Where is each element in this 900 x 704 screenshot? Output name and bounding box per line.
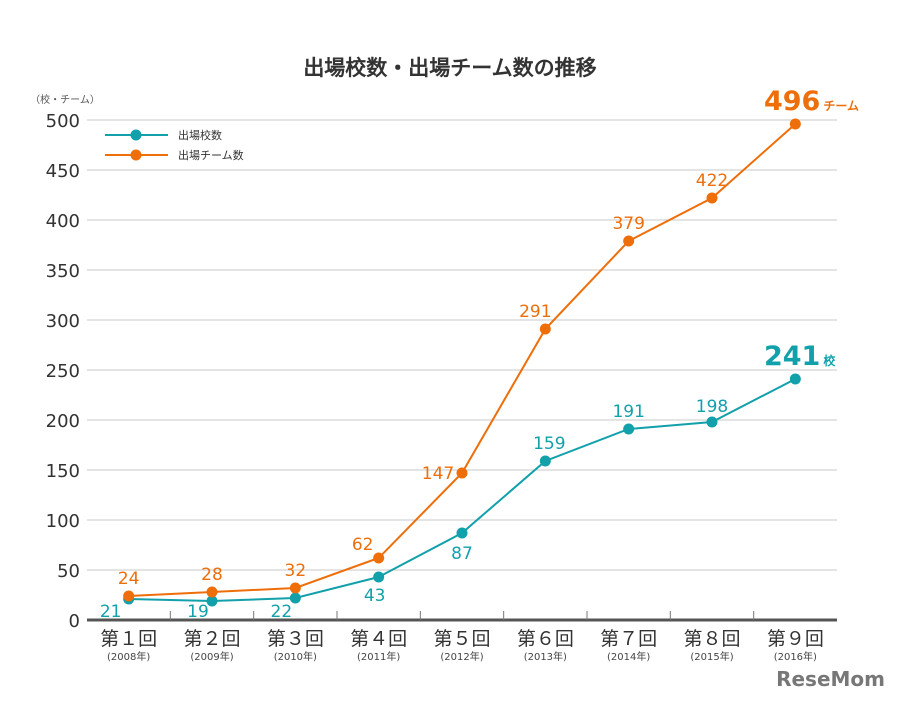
data-label: 147 <box>422 464 454 484</box>
series-line <box>128 123 796 597</box>
y-tick-label: 450 <box>46 161 80 182</box>
y-tick-label: 350 <box>46 261 80 282</box>
data-point <box>456 467 468 479</box>
x-tick-sublabel: (2012年) <box>440 650 483 663</box>
data-label: 191 <box>612 402 644 422</box>
data-label: 21 <box>100 602 122 622</box>
y-tick-label: 100 <box>46 511 80 532</box>
x-tick-label: 第３回 <box>267 628 324 650</box>
data-label: 43 <box>364 586 386 606</box>
x-tick-label: 第４回 <box>350 628 407 650</box>
data-label-final: 496 <box>764 86 820 117</box>
data-point <box>539 323 551 335</box>
data-label-final: 241 <box>764 341 820 372</box>
data-label: 62 <box>352 535 374 555</box>
x-tick-label: 第５回 <box>433 628 490 650</box>
data-point <box>123 590 135 602</box>
data-label-unit: 校 <box>823 353 836 368</box>
y-axis-label: （校・チーム） <box>30 93 100 106</box>
x-tick-label: 第６回 <box>517 628 574 650</box>
x-tick-label: 第１回 <box>100 628 157 650</box>
x-tick-label: 第２回 <box>183 628 240 650</box>
x-tick-sublabel: (2009年) <box>190 650 233 663</box>
data-point <box>373 571 385 583</box>
x-tick-label: 第７回 <box>600 628 657 650</box>
data-point <box>289 592 301 604</box>
data-label: 379 <box>612 214 644 234</box>
y-tick-label: 0 <box>69 611 80 632</box>
data-point <box>706 192 718 204</box>
y-tick-label: 300 <box>46 311 80 332</box>
data-label-unit: チーム <box>823 99 859 113</box>
x-tick-sublabel: (2016年) <box>774 650 817 663</box>
y-tick-label: 150 <box>46 461 80 482</box>
data-label: 422 <box>696 171 728 191</box>
data-label: 22 <box>271 602 293 622</box>
legend-marker <box>130 129 142 141</box>
legend-marker <box>130 149 142 161</box>
data-label: 87 <box>451 544 473 564</box>
data-point <box>206 586 218 598</box>
x-tick-sublabel: (2010年) <box>274 650 317 663</box>
y-tick-label: 500 <box>46 111 80 132</box>
data-point <box>289 582 301 594</box>
y-tick-label: 200 <box>46 411 80 432</box>
x-tick-sublabel: (2014年) <box>607 650 650 663</box>
x-tick-sublabel: (2013年) <box>524 650 567 663</box>
x-tick-sublabel: (2011年) <box>357 650 400 663</box>
y-tick-label: 400 <box>46 211 80 232</box>
data-point <box>789 118 801 130</box>
data-point <box>206 595 218 607</box>
data-label: 28 <box>201 565 223 585</box>
x-tick-label: 第９回 <box>767 628 824 650</box>
data-point <box>623 235 635 247</box>
data-label: 19 <box>187 602 209 622</box>
data-point <box>789 373 801 385</box>
data-point <box>623 423 635 435</box>
data-label: 159 <box>533 434 565 454</box>
data-point <box>539 455 551 467</box>
chart-title: 出場校数・出場チーム数の推移 <box>303 56 596 80</box>
x-tick-label: 第８回 <box>683 628 740 650</box>
y-tick-label: 250 <box>46 361 80 382</box>
x-tick-sublabel: (2008年) <box>107 650 150 663</box>
data-point <box>456 527 468 539</box>
y-tick-label: 50 <box>57 561 80 582</box>
data-point <box>706 416 718 428</box>
data-label: 32 <box>285 561 307 581</box>
watermark-logo: ReseMom <box>776 667 885 691</box>
legend-label: 出場校数 <box>178 128 222 142</box>
data-point <box>373 552 385 564</box>
data-label: 291 <box>519 302 551 322</box>
legend-label: 出場チーム数 <box>178 148 244 162</box>
data-label: 24 <box>118 569 140 589</box>
data-label: 198 <box>696 397 728 417</box>
x-tick-sublabel: (2015年) <box>690 650 733 663</box>
